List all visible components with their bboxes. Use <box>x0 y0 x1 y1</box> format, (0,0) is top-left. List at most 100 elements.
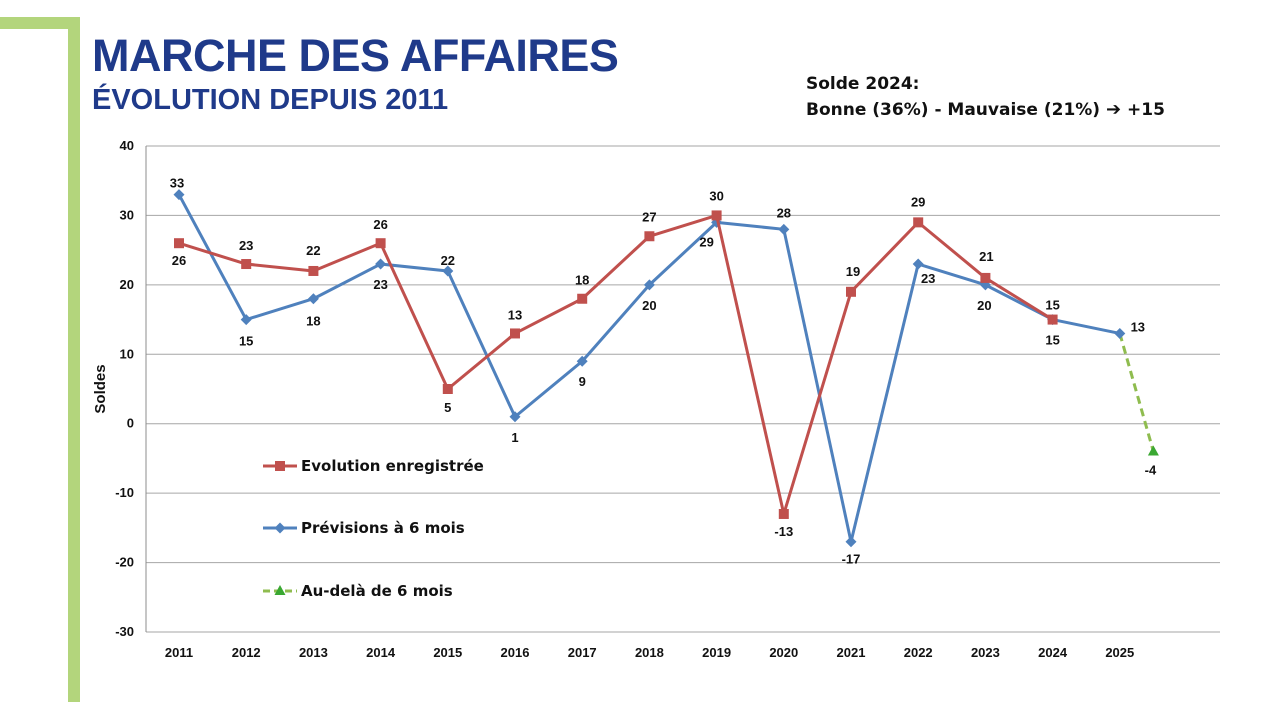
x-tick-label: 2011 <box>165 645 193 660</box>
x-tick-label: 2017 <box>568 645 597 660</box>
data-point <box>442 265 454 277</box>
data-label: -17 <box>842 552 861 567</box>
balance-note-detail: Bonne (36%) - Mauvaise (21%) ➔ +15 <box>806 97 1165 123</box>
legend-marker <box>274 522 286 534</box>
y-tick-label: -20 <box>115 555 134 570</box>
y-tick-label: 40 <box>120 138 134 153</box>
data-label: -4 <box>1145 462 1157 477</box>
y-tick-label: 0 <box>127 416 134 431</box>
balance-note-text: Bonne (36%) - Mauvaise (21%) <box>806 100 1101 120</box>
data-label: 20 <box>642 298 656 313</box>
data-point <box>643 279 655 291</box>
data-label: 15 <box>239 334 253 349</box>
data-point <box>577 293 588 304</box>
x-tick-label: 2021 <box>837 645 866 660</box>
data-label: 22 <box>306 243 320 258</box>
data-label: 29 <box>699 234 713 249</box>
data-labels: 26 33 23 15 22 18 26 23 5 22 13 1 18 9 27 20 30 29 -13 28 19… <box>170 176 1157 567</box>
data-label: 28 <box>777 205 791 220</box>
data-point <box>980 272 991 283</box>
data-label: 18 <box>575 273 589 288</box>
data-point <box>241 259 252 270</box>
data-point <box>912 258 924 270</box>
data-label: 15 <box>1045 333 1059 348</box>
y-tick-label: 30 <box>120 207 134 222</box>
x-tick-label: 2018 <box>635 645 664 660</box>
data-label: 13 <box>508 307 522 322</box>
data-point <box>778 223 790 235</box>
data-point <box>845 536 857 548</box>
data-point <box>576 355 588 367</box>
arrow-right-icon: ➔ <box>1106 99 1122 120</box>
y-tick-label: 20 <box>120 277 134 292</box>
data-point <box>778 508 789 519</box>
data-point <box>846 286 856 297</box>
data-label: 29 <box>911 194 925 209</box>
data-point <box>174 238 184 249</box>
legend: Evolution enregistrée Prévisions à 6 mois… <box>263 457 484 600</box>
data-point <box>644 231 655 242</box>
data-label: 21 <box>979 249 993 264</box>
x-tick-label: 2014 <box>366 645 396 660</box>
page-subtitle: ÉVOLUTION DEPUIS 2011 <box>92 84 449 116</box>
accent-bar-vertical <box>68 17 80 702</box>
balance-note: Solde 2024: Bonne (36%) - Mauvaise (21%)… <box>806 72 1165 123</box>
data-label: 20 <box>977 298 991 313</box>
balance-note-title: Solde 2024: <box>806 74 920 94</box>
data-label: 26 <box>373 217 387 232</box>
x-tick-label: 2019 <box>702 645 731 660</box>
data-point <box>375 238 386 249</box>
data-label: 19 <box>846 264 860 279</box>
legend-label: Evolution enregistrée <box>301 457 484 475</box>
legend-marker <box>274 585 286 595</box>
x-tick-label: 2022 <box>904 645 933 660</box>
data-label: 13 <box>1131 319 1145 334</box>
data-point <box>240 314 252 326</box>
legend-label: Au-delà de 6 mois <box>301 582 453 600</box>
x-tick-label: 2024 <box>1038 645 1068 660</box>
data-label: 22 <box>441 253 455 268</box>
data-label: 23 <box>921 271 935 286</box>
y-tick-label: -10 <box>115 485 134 500</box>
data-label: 27 <box>642 209 656 224</box>
data-label: 15 <box>1045 298 1059 313</box>
y-tick-label: -30 <box>115 624 134 639</box>
data-label: 1 <box>511 430 518 445</box>
data-label: -13 <box>774 524 793 539</box>
data-label: 5 <box>444 400 451 415</box>
accent-bar-horizontal <box>0 17 80 29</box>
data-label: 23 <box>373 277 387 292</box>
data-point <box>913 217 924 228</box>
x-tick-label: 2012 <box>232 645 261 660</box>
data-point <box>1147 445 1159 456</box>
data-point <box>307 293 319 305</box>
legend-label: Prévisions à 6 mois <box>301 519 465 537</box>
data-point <box>375 258 387 270</box>
x-tick-label: 2023 <box>971 645 1000 660</box>
data-label: 23 <box>239 238 253 253</box>
balance-note-value: +15 <box>1127 100 1165 120</box>
page-title: MARCHE DES AFFAIRES <box>92 30 619 81</box>
data-point <box>509 411 521 423</box>
x-tick-label: 2020 <box>769 645 798 660</box>
grid-lines <box>146 145 1220 633</box>
data-point <box>510 328 520 339</box>
data-point <box>173 189 185 201</box>
data-point <box>442 384 453 394</box>
series <box>173 189 1159 548</box>
x-tick-label: 2016 <box>501 645 530 660</box>
x-tick-label: 2015 <box>433 645 462 660</box>
y-tick-label: 10 <box>120 346 134 361</box>
series-line <box>1118 333 1155 452</box>
data-point <box>308 265 319 276</box>
data-label: 9 <box>579 374 586 389</box>
data-label: 26 <box>172 253 186 268</box>
data-point <box>1114 327 1126 339</box>
data-label: 18 <box>306 314 320 329</box>
y-axis-label: Soldes <box>92 364 109 413</box>
legend-marker <box>275 461 285 471</box>
x-tick-label: 2013 <box>299 645 328 660</box>
series-line <box>178 213 1054 516</box>
